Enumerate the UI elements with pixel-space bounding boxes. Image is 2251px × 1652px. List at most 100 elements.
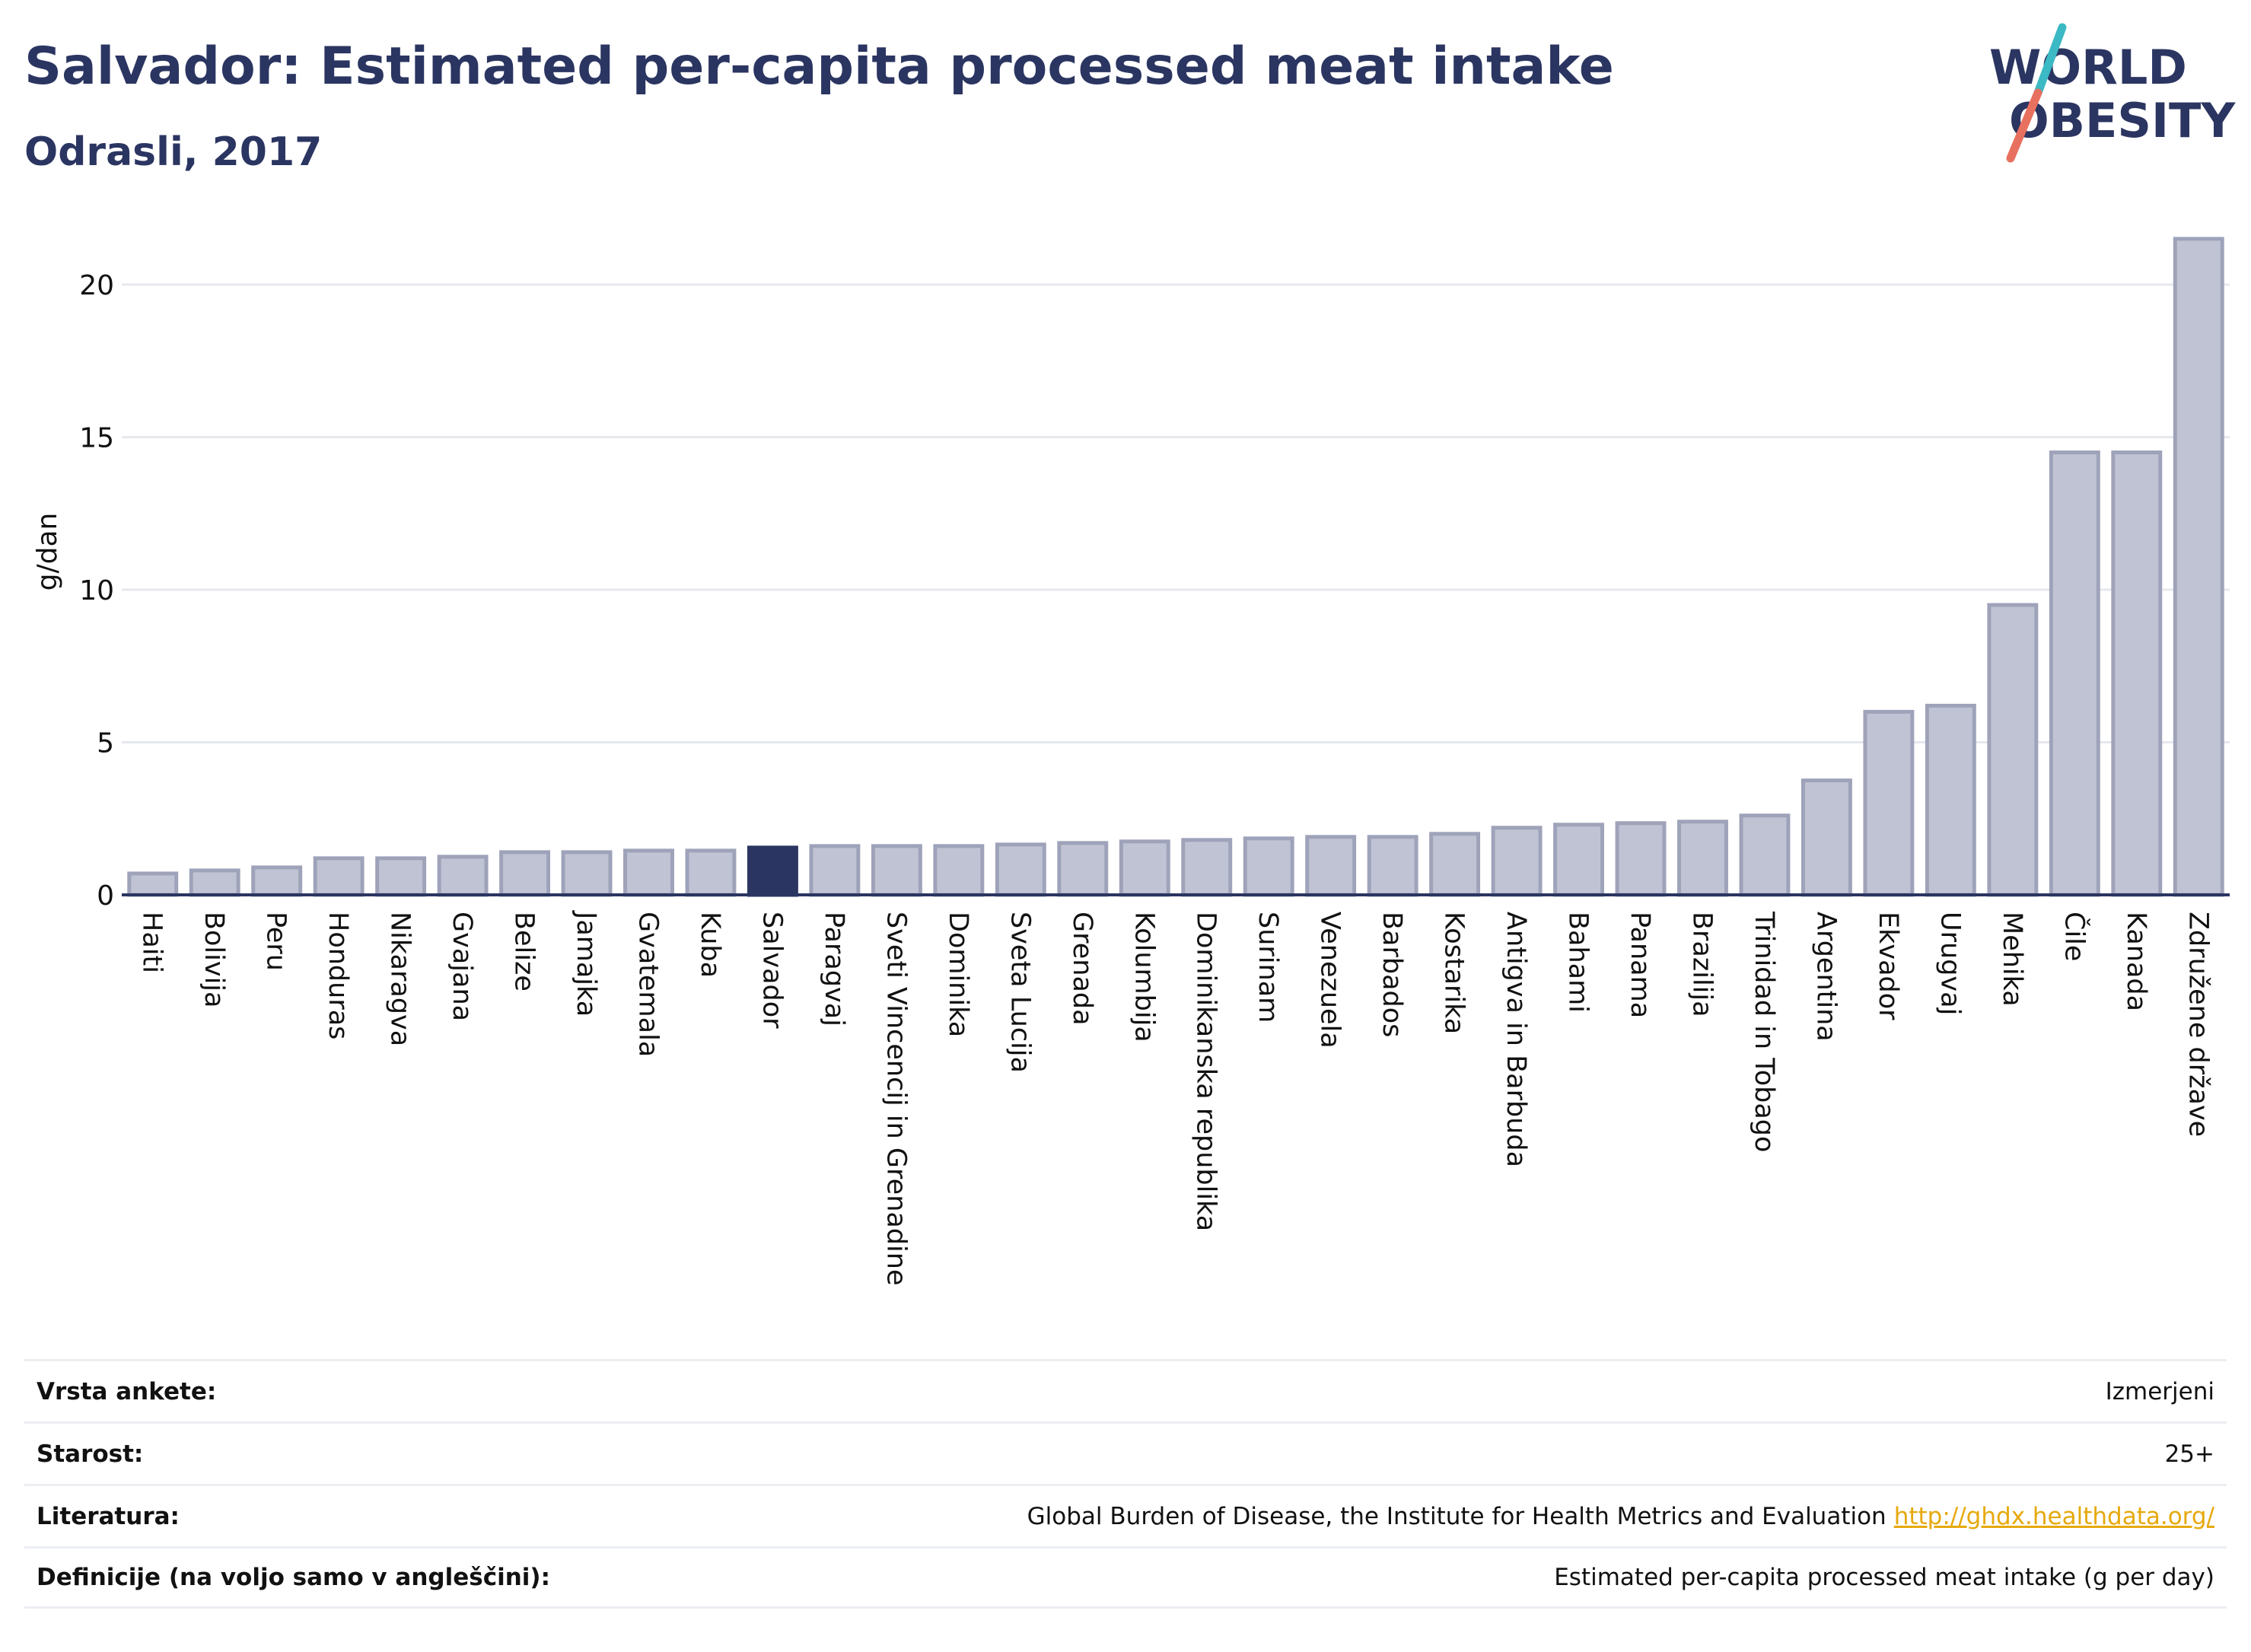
- bar-4[interactable]: [313, 856, 365, 897]
- x-tick-label: Kanada: [2121, 912, 2151, 1011]
- x-tick-label: Surinam: [1253, 912, 1283, 1023]
- bar-1[interactable]: [127, 871, 179, 897]
- bar-18[interactable]: [1181, 838, 1233, 897]
- x-tick-label: Čile: [2058, 912, 2090, 961]
- x-tick-label: Urugvaj: [1934, 912, 1965, 1015]
- bar-13[interactable]: [871, 844, 922, 897]
- x-tick-label: Argentina: [1810, 912, 1841, 1042]
- x-tick-label: Barbados: [1377, 912, 1407, 1037]
- x-tick-label: Honduras: [323, 912, 353, 1039]
- bar-20[interactable]: [1305, 835, 1357, 897]
- bar-16[interactable]: [1057, 841, 1109, 897]
- y-tick-label: 5: [97, 728, 114, 759]
- x-tick-label: Kostarika: [1439, 912, 1469, 1034]
- meta-row-age: Starost: 25+: [24, 1421, 2227, 1484]
- bar-chart: 0 5 10 15 20 g/dan Haiti Bolivija Peru Honduras…: [32, 237, 2230, 1286]
- bar-34[interactable]: [2173, 237, 2224, 897]
- y-tick-label: 0: [97, 880, 114, 912]
- bar-12[interactable]: [809, 844, 861, 897]
- x-tick-label: Sveta Lucija: [1005, 912, 1035, 1073]
- meta-value: 25+: [2164, 1440, 2214, 1468]
- x-tick-label: Kuba: [695, 912, 725, 978]
- x-tick-label: Dominika: [943, 912, 973, 1037]
- bar-5[interactable]: [375, 856, 427, 897]
- y-axis-ticks: 0 5 10 15 20: [79, 270, 114, 912]
- y-tick-label: 10: [79, 575, 114, 606]
- x-tick-label: Venezuela: [1315, 912, 1345, 1049]
- x-tick-label: Ekvador: [1873, 912, 1903, 1020]
- x-tick-label: Združene države: [2183, 912, 2213, 1137]
- bars: [127, 237, 2224, 897]
- meta-row-literature: Literatura: Global Burden of Disease, th…: [24, 1484, 2227, 1546]
- bar-17[interactable]: [1119, 839, 1170, 897]
- y-tick-label: 20: [79, 270, 114, 301]
- meta-row-definitions: Definicije (na voljo samo v angleščini):…: [24, 1546, 2227, 1609]
- x-tick-label: Panama: [1625, 912, 1655, 1018]
- bar-6[interactable]: [437, 855, 489, 897]
- meta-row-survey-type: Vrsta ankete: Izmerjeni: [24, 1359, 2227, 1421]
- bar-9[interactable]: [623, 848, 674, 897]
- world-obesity-logo: WORLD OBESITY: [1989, 23, 2236, 163]
- x-tick-label: Bolivija: [199, 912, 229, 1007]
- x-tick-label: Jamajka: [571, 910, 601, 1017]
- x-tick-label: Dominikanska republika: [1191, 912, 1221, 1231]
- meta-value: Izmerjeni: [2105, 1377, 2214, 1405]
- bar-33[interactable]: [2111, 450, 2163, 897]
- bar-29[interactable]: [1863, 709, 1915, 897]
- logo-line1: WORLD: [1989, 40, 2187, 95]
- x-tick-label: Antigva in Barbuda: [1501, 912, 1531, 1167]
- meta-label: Definicije (na voljo samo v angleščini):: [37, 1564, 550, 1591]
- x-tick-label: Sveti Vincencij in Grenadine: [880, 912, 911, 1286]
- x-tick-label: Trinidad in Tobago: [1749, 911, 1779, 1152]
- bar-22[interactable]: [1429, 832, 1481, 897]
- page-subtitle: Odrasli, 2017: [24, 129, 323, 175]
- x-tick-label: Mehika: [1997, 912, 2027, 1007]
- x-tick-label: Grenada: [1067, 912, 1097, 1026]
- y-tick-label: 15: [79, 423, 114, 454]
- bar-7[interactable]: [499, 850, 551, 897]
- bar-24[interactable]: [1553, 823, 1605, 897]
- meta-value: Estimated per-capita processed meat inta…: [1554, 1564, 2214, 1591]
- source-link[interactable]: http://ghdx.healthdata.org/: [1893, 1502, 2214, 1530]
- bar-28[interactable]: [1800, 778, 1852, 897]
- logo-slash-coral-icon: [2006, 88, 2042, 163]
- bar-10[interactable]: [685, 848, 737, 897]
- x-tick-label: Salvador: [756, 912, 787, 1029]
- bar-15[interactable]: [995, 842, 1046, 897]
- meta-label: Starost:: [37, 1440, 144, 1468]
- x-tick-label: Belize: [509, 912, 540, 992]
- x-tick-label: Bahami: [1563, 912, 1594, 1013]
- logo-line2: OBESITY: [2009, 93, 2236, 148]
- x-tick-label: Brazilija: [1687, 912, 1718, 1017]
- meta-label: Vrsta ankete:: [37, 1377, 217, 1405]
- bar-27[interactable]: [1739, 813, 1791, 897]
- bar-3[interactable]: [251, 865, 303, 897]
- bar-8[interactable]: [561, 850, 613, 897]
- bar-19[interactable]: [1243, 836, 1294, 897]
- x-tick-label: Kolumbija: [1129, 912, 1159, 1042]
- bar-25[interactable]: [1615, 821, 1667, 897]
- x-tick-label: Gvajana: [447, 912, 477, 1021]
- x-tick-label: Nikaragva: [385, 912, 415, 1046]
- grid-lines: [122, 283, 2230, 743]
- bar-30[interactable]: [1925, 703, 1976, 897]
- logo-slash-teal-icon: [2033, 23, 2067, 97]
- meta-label: Literatura:: [37, 1502, 180, 1530]
- bar-23[interactable]: [1491, 826, 1543, 897]
- bar-2[interactable]: [189, 868, 240, 897]
- bar-21[interactable]: [1367, 835, 1418, 897]
- bar-31[interactable]: [1987, 603, 2039, 897]
- page-title: Salvador: Estimated per-capita processed…: [24, 37, 1614, 97]
- metadata-table: Vrsta ankete: Izmerjeni Starost: 25+ Lit…: [24, 1359, 2227, 1609]
- meta-value-literature: Global Burden of Disease, the Institute …: [1027, 1503, 2214, 1530]
- bar-32[interactable]: [2049, 450, 2100, 897]
- x-tick-label: Paragvaj: [819, 912, 849, 1027]
- bar-11[interactable]: [747, 845, 798, 897]
- y-axis-label: g/dan: [32, 513, 63, 591]
- bar-14[interactable]: [933, 844, 985, 897]
- bar-26[interactable]: [1677, 820, 1728, 897]
- x-axis-labels: Haiti Bolivija Peru Honduras Nikaragva Gvajan…: [137, 910, 2214, 1286]
- meta-value: Global Burden of Disease, the Institute …: [1027, 1502, 1886, 1530]
- x-tick-label: Gvatemala: [633, 912, 664, 1057]
- x-tick-label: Haiti: [137, 912, 167, 973]
